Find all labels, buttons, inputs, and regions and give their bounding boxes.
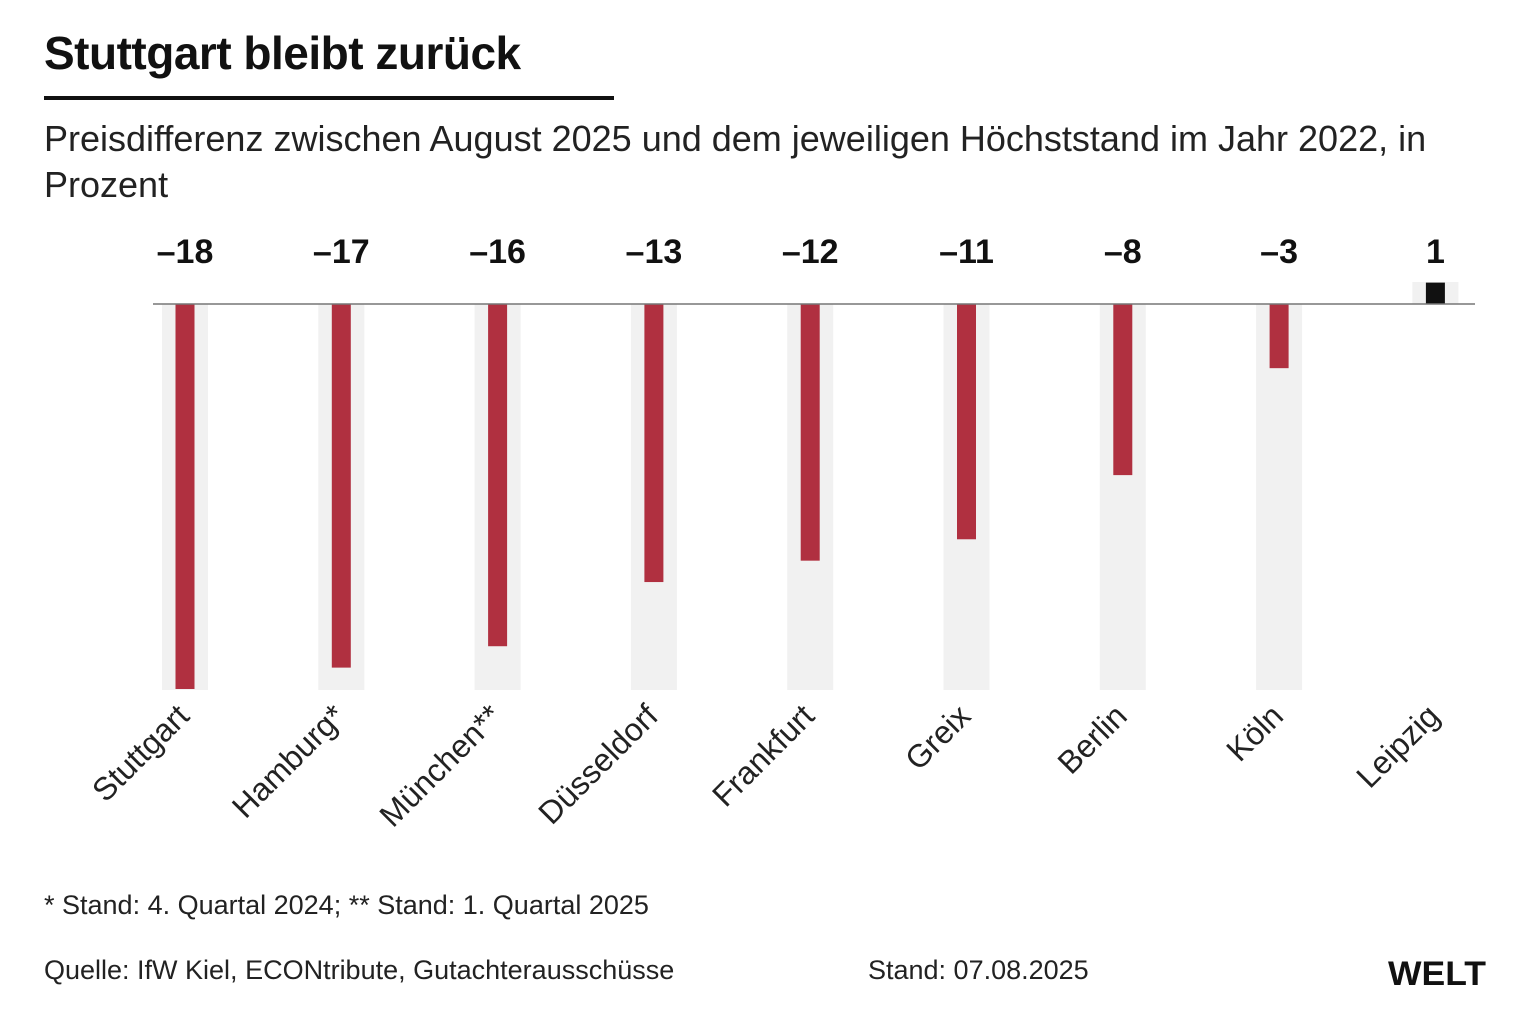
logo-text: WELT xyxy=(1388,955,1486,990)
category-label: Greix xyxy=(898,697,978,777)
bar xyxy=(331,304,351,668)
category-label: Frankfurt xyxy=(705,697,821,813)
category-label: Hamburg* xyxy=(225,697,352,824)
data-label: –11 xyxy=(939,233,994,271)
footnote: * Stand: 4. Quartal 2024; ** Stand: 1. Q… xyxy=(44,890,649,920)
date-note: Stand: 07.08.2025 xyxy=(868,955,1089,985)
title-underline xyxy=(44,96,614,100)
data-label: –13 xyxy=(626,233,683,271)
category-label: Berlin xyxy=(1050,697,1133,780)
bar xyxy=(1425,282,1445,304)
chart-title: Stuttgart bleibt zurück xyxy=(44,27,521,79)
welt-logo: WELT xyxy=(1388,955,1486,990)
bar xyxy=(800,304,820,561)
data-label: 1 xyxy=(1426,233,1445,271)
data-label: –18 xyxy=(157,233,214,271)
data-label: –12 xyxy=(782,233,839,271)
bar xyxy=(1113,304,1133,476)
category-label: Leipzig xyxy=(1349,697,1446,794)
source-note: Quelle: IfW Kiel, ECONtribute, Gutachter… xyxy=(44,955,675,985)
category-label: München** xyxy=(372,697,508,833)
bar xyxy=(644,304,664,583)
bar-chart: –18 Stuttgart –17 Hamburg* –16 München** –13 Dü… xyxy=(85,233,1475,834)
category-label: Düsseldorf xyxy=(531,697,665,831)
bar-background xyxy=(1256,304,1303,690)
bar xyxy=(175,304,195,689)
category-label: Stuttgart xyxy=(85,697,196,808)
data-label: –8 xyxy=(1104,233,1142,271)
data-label: –17 xyxy=(313,233,370,271)
data-label: –3 xyxy=(1260,233,1298,271)
category-label: Köln xyxy=(1219,697,1290,768)
data-label: –16 xyxy=(469,233,526,271)
bar xyxy=(1269,304,1289,369)
bar xyxy=(957,304,976,540)
bar xyxy=(488,304,508,647)
chart-subtitle: Preisdifferenz zwischen August 2025 und … xyxy=(44,118,1427,205)
